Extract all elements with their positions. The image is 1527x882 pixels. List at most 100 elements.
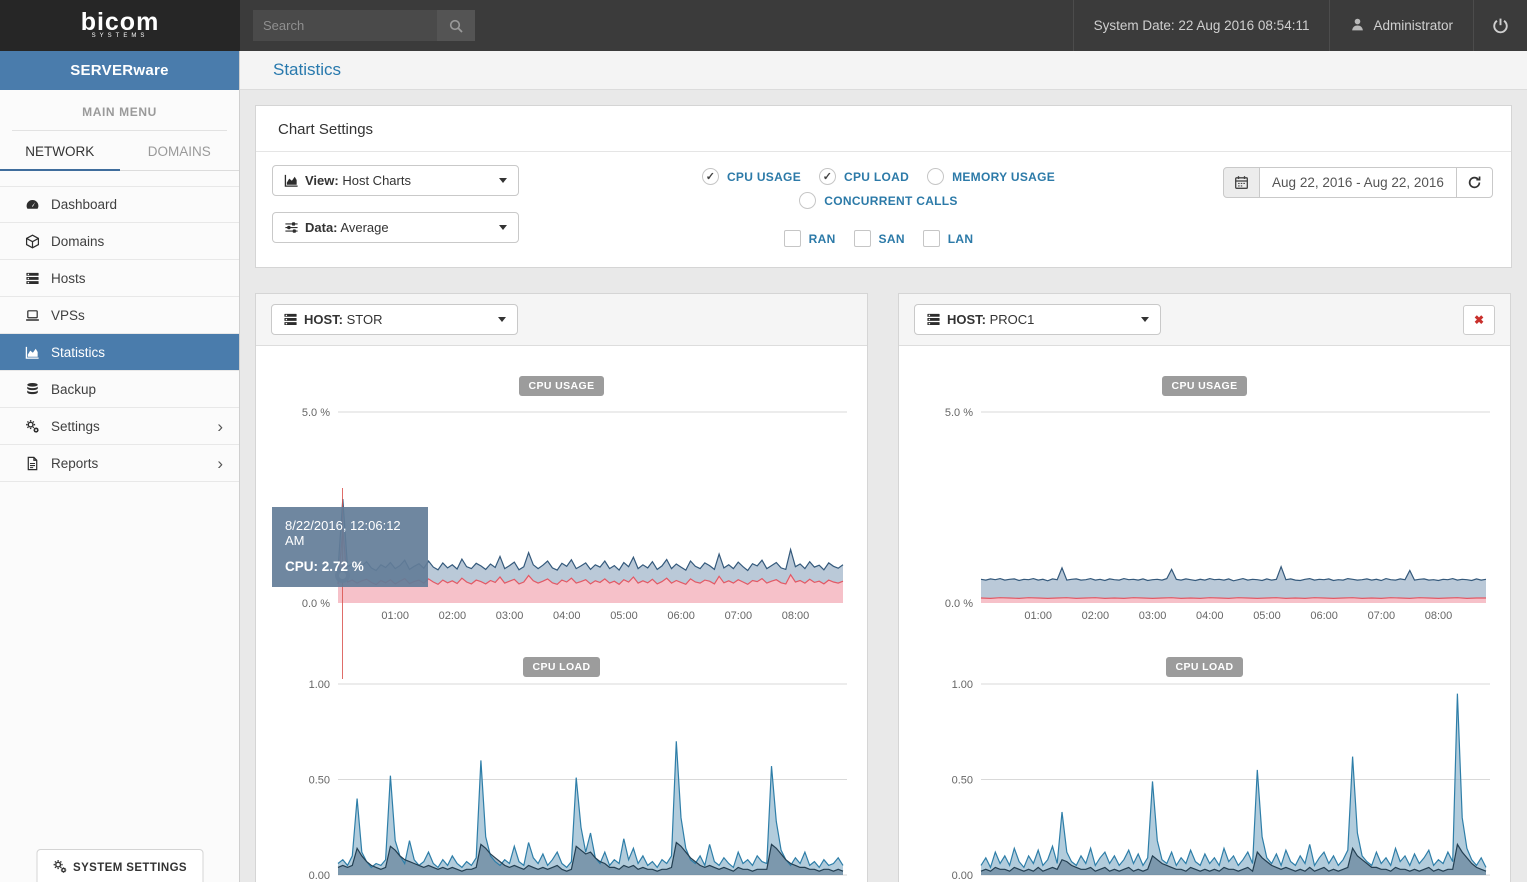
sidebar: SERVERware MAIN MENU NETWORKDOMAINS Dash…: [0, 51, 240, 882]
svg-text:04:00: 04:00: [553, 610, 581, 622]
network-filter-ran[interactable]: RAN: [784, 230, 836, 247]
cpu-usage-chart-proc1[interactable]: 5.0 %0.0 %01:0002:0003:0004:0005:0006:00…: [902, 400, 1510, 633]
date-range-group: [1223, 167, 1493, 198]
filter-label: RAN: [809, 232, 836, 246]
report-icon: [25, 456, 51, 471]
sidebar-item-dashboard[interactable]: Dashboard: [0, 186, 239, 223]
sidebar-tab-network[interactable]: NETWORK: [0, 133, 120, 171]
chart-title-badge: CPU USAGE: [1162, 376, 1246, 396]
topbar-spacer: [475, 0, 1073, 51]
svg-text:02:00: 02:00: [439, 610, 467, 622]
host-dropdown-proc1[interactable]: HOST: PROC1: [914, 304, 1161, 335]
svg-text:0.00: 0.00: [309, 870, 330, 882]
sidebar-item-label: Domains: [51, 234, 104, 249]
sidebar-item-reports[interactable]: Reports›: [0, 445, 239, 482]
metric-filter-cpu-load[interactable]: ✓CPU LOAD: [819, 168, 909, 185]
cpu-load-chart-stor[interactable]: 1.000.500.0001:0002:0003:0004:0005:0006:…: [259, 677, 867, 882]
sidebar-item-settings[interactable]: Settings›: [0, 408, 239, 445]
serverware-brand: SERVERware: [0, 51, 239, 90]
chevron-down-icon: [498, 317, 506, 322]
page-title: Statistics: [240, 51, 1527, 90]
square-checkbox: [784, 230, 801, 247]
chevron-right-icon: ›: [217, 455, 223, 472]
main-area: Statistics Chart Settings View: Host Cha…: [240, 51, 1527, 882]
svg-text:0.0 %: 0.0 %: [945, 598, 973, 610]
filter-label: MEMORY USAGE: [952, 170, 1055, 184]
chart-settings-panel: Chart Settings View: Host Charts Data: A: [255, 105, 1512, 268]
svg-text:0.50: 0.50: [952, 775, 973, 787]
close-panel-button[interactable]: ✖: [1463, 305, 1495, 335]
system-settings-label: SYSTEM SETTINGS: [73, 862, 187, 874]
view-label: View:: [305, 173, 339, 188]
svg-text:0.00: 0.00: [952, 870, 973, 882]
svg-text:01:00: 01:00: [381, 610, 409, 622]
host-panel-proc1: HOST: PROC1 ✖ CPU USAGE 5.0 % 0.0 % 01:00 0…: [898, 293, 1511, 882]
view-dropdown[interactable]: View: Host Charts: [272, 165, 519, 196]
metric-filter-concurrent-calls[interactable]: CONCURRENT CALLS: [799, 192, 957, 209]
server-icon: [25, 271, 51, 286]
data-dropdown[interactable]: Data: Average: [272, 212, 519, 243]
sidebar-item-statistics[interactable]: Statistics: [0, 334, 239, 371]
chart-title-badge: CPU LOAD: [523, 657, 599, 677]
main-menu-label: MAIN MENU: [0, 90, 239, 130]
sidebar-item-domains[interactable]: Domains: [0, 223, 239, 260]
circle-checkbox: ✓: [702, 168, 719, 185]
host-label: HOST:: [947, 312, 986, 327]
svg-text:5.0 %: 5.0 %: [302, 407, 330, 419]
sidebar-tab-domains[interactable]: DOMAINS: [120, 133, 240, 171]
cube-icon: [25, 234, 51, 249]
chart-settings-title: Chart Settings: [256, 106, 1511, 152]
sidebar-item-label: Dashboard: [51, 197, 117, 212]
circle-checkbox: [927, 168, 944, 185]
sliders-icon: [284, 220, 299, 235]
search-icon[interactable]: [437, 10, 475, 41]
cpu-load-chart-proc1[interactable]: 1.000.500.0001:0002:0003:0004:0005:0006:…: [902, 677, 1510, 882]
host-value: PROC1: [990, 312, 1035, 327]
metric-filters: ✓ CPU USAGE ✓CPU LOAD MEMORY USAGE CONCURRE…: [534, 165, 1223, 247]
user-menu[interactable]: Administrator: [1329, 0, 1473, 51]
search-box: [253, 10, 475, 41]
date-range-input[interactable]: [1260, 167, 1456, 198]
circle-checkbox: [799, 192, 816, 209]
host-panel-stor: HOST: STOR CPU USAGE 5.0 %0.0 %01:0002:0…: [255, 293, 868, 882]
tooltip-value: CPU: 2.72 %: [285, 559, 415, 574]
content: Chart Settings View: Host Charts Data: A: [240, 90, 1527, 882]
metric-filter-memory-usage[interactable]: MEMORY USAGE: [927, 168, 1055, 185]
refresh-icon[interactable]: [1456, 167, 1493, 198]
user-icon: [1350, 17, 1365, 35]
chart-settings-body: View: Host Charts Data: Average ✓CPU USA: [256, 152, 1511, 267]
sidebar-item-label: Settings: [51, 419, 100, 434]
svg-text:5.0 %: 5.0 %: [945, 407, 973, 419]
svg-text:01:00: 01:00: [1024, 610, 1052, 622]
system-settings-button[interactable]: SYSTEM SETTINGS: [36, 849, 203, 882]
chevron-down-icon: [499, 225, 507, 230]
logout-power-icon[interactable]: [1473, 0, 1527, 51]
tooltip-timestamp: 8/22/2016, 12:06:12 AM: [285, 518, 415, 548]
user-name: Administrator: [1373, 18, 1453, 33]
data-label: Data:: [305, 220, 338, 235]
network-filter-lan[interactable]: LAN: [923, 230, 974, 247]
logo-text: bicom: [81, 12, 160, 32]
server-icon: [926, 312, 941, 327]
chart-tooltip: 8/22/2016, 12:06:12 AM CPU: 2.72 %: [272, 507, 428, 587]
svg-text:08:00: 08:00: [782, 610, 810, 622]
system-date: System Date: 22 Aug 2016 08:54:11: [1073, 0, 1330, 51]
network-filter-row: RAN SAN LAN: [784, 230, 974, 247]
network-filter-san[interactable]: SAN: [854, 230, 905, 247]
filter-label: CPU USAGE: [727, 170, 801, 184]
bicom-logo: bicom SYSTEMS: [0, 0, 240, 51]
svg-text:0.0 %: 0.0 %: [302, 598, 330, 610]
host-charts-stor: CPU USAGE 5.0 %0.0 %01:0002:0003:0004:00…: [256, 376, 867, 882]
metric-filter-cpu-usage[interactable]: ✓ CPU USAGE: [702, 168, 801, 185]
sidebar-item-backup[interactable]: Backup: [0, 371, 239, 408]
host-value: STOR: [347, 312, 383, 327]
calendar-icon[interactable]: [1223, 167, 1260, 198]
host-dropdown-stor[interactable]: HOST: STOR: [271, 304, 518, 335]
sidebar-item-vpss[interactable]: VPSs: [0, 297, 239, 334]
svg-text:0.50: 0.50: [309, 775, 330, 787]
sidebar-item-label: Hosts: [51, 271, 86, 286]
search-input[interactable]: [253, 10, 437, 41]
svg-text:06:00: 06:00: [667, 610, 695, 622]
area-chart-icon: [25, 345, 51, 360]
sidebar-item-hosts[interactable]: Hosts: [0, 260, 239, 297]
